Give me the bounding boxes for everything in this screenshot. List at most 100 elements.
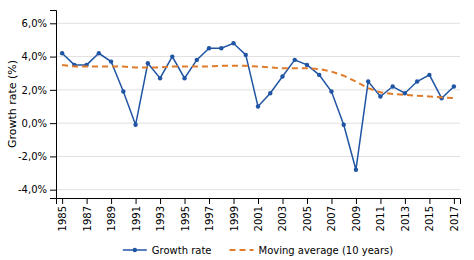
- x-tick-label: 2007: [326, 206, 337, 231]
- series-point: [182, 76, 186, 80]
- series-point: [366, 79, 370, 83]
- marks: [60, 41, 456, 172]
- x-tick-mark: [282, 198, 283, 204]
- x-tick-mark: [62, 198, 63, 204]
- series-point: [256, 104, 260, 108]
- y-tick: -4,0%: [18, 184, 56, 195]
- x-tick-mark: [136, 198, 137, 204]
- x-tick: 2007: [326, 198, 337, 231]
- x-tick-label: 1997: [204, 206, 215, 231]
- x-tick: 1999: [229, 198, 240, 231]
- x-tick-mark: [258, 198, 259, 204]
- x-tick-label: 1999: [229, 206, 240, 231]
- x-tick-mark: [87, 198, 88, 204]
- y-tick-mark: [50, 190, 56, 191]
- y-tick: 6,0%: [22, 18, 56, 29]
- grid-line-y: [56, 189, 460, 190]
- x-tick-label: 2011: [375, 206, 386, 231]
- chart: 1985198719891991199319951997199920012003…: [0, 0, 474, 260]
- x-tick-label: 1987: [82, 206, 93, 231]
- y-axis-title: Growth rate (%): [6, 60, 19, 148]
- x-tick: 2003: [277, 198, 288, 231]
- x-tick: 1995: [180, 198, 191, 231]
- x-tick-mark: [209, 198, 210, 204]
- x-tick-mark: [380, 198, 381, 204]
- series-point: [280, 74, 284, 78]
- y-tick: 4,0%: [22, 51, 56, 62]
- grid-line-y: [56, 123, 460, 124]
- series-point: [244, 53, 248, 57]
- x-tick-label: 2017: [449, 206, 460, 231]
- series-point: [219, 46, 223, 50]
- x-tick-mark: [405, 198, 406, 204]
- y-tick-mark: [50, 23, 56, 24]
- legend-swatch-marker: [133, 248, 137, 252]
- y-axis-line: [50, 11, 57, 199]
- y-tick-label: -2,0%: [18, 151, 47, 162]
- series-point: [317, 73, 321, 77]
- legend-label: Growth rate: [152, 245, 212, 256]
- y-tick-label: 2,0%: [22, 85, 47, 96]
- x-tick: 1991: [131, 198, 142, 231]
- x-tick-mark: [454, 198, 455, 204]
- x-tick-mark: [429, 198, 430, 204]
- series-point: [133, 123, 137, 127]
- x-axis: 1985198719891991199319951997199920012003…: [57, 198, 461, 231]
- y-tick-label: 4,0%: [22, 51, 47, 62]
- series-point: [427, 73, 431, 77]
- x-tick-label: 2013: [400, 206, 411, 231]
- y-tick-mark: [50, 57, 56, 58]
- x-tick: 2015: [424, 198, 435, 231]
- series-point: [97, 51, 101, 55]
- x-tick: 2001: [253, 198, 264, 231]
- y-tick: 2,0%: [22, 85, 56, 96]
- x-tick-mark: [160, 198, 161, 204]
- legend-item: Growth rate: [123, 245, 212, 256]
- y-tick: 0,0%: [22, 118, 56, 129]
- series-point: [293, 58, 297, 62]
- x-tick-label: 2005: [302, 206, 313, 231]
- y-tick-mark: [50, 123, 56, 124]
- x-tick-label: 1993: [155, 206, 166, 231]
- x-tick: 2017: [449, 198, 460, 231]
- series-point: [452, 84, 456, 88]
- legend-label: Moving average (10 years): [259, 245, 394, 256]
- series-point: [170, 54, 174, 58]
- series-point: [195, 58, 199, 62]
- series-line: [62, 43, 454, 169]
- x-axis-line: [57, 199, 461, 205]
- y-tick-label: 6,0%: [22, 18, 47, 29]
- grid: [56, 23, 460, 189]
- x-tick-mark: [331, 198, 332, 204]
- x-tick-mark: [234, 198, 235, 204]
- y-tick-label: -4,0%: [18, 184, 47, 195]
- x-tick-mark: [111, 198, 112, 204]
- legend-swatch: [230, 249, 254, 251]
- x-tick: 1993: [155, 198, 166, 231]
- x-tick-mark: [185, 198, 186, 204]
- series-point: [329, 89, 333, 93]
- y-tick: -2,0%: [18, 151, 56, 162]
- series-point: [158, 76, 162, 80]
- legend-item: Moving average (10 years): [230, 245, 394, 256]
- y-tick-mark: [50, 156, 56, 157]
- x-tick: 2005: [302, 198, 313, 231]
- y-tick-label: 0,0%: [22, 118, 47, 129]
- y-tick-mark: [50, 90, 56, 91]
- series-point: [403, 91, 407, 95]
- series-point: [268, 91, 272, 95]
- x-tick-label: 2001: [253, 206, 264, 231]
- grid-line-y: [56, 56, 460, 57]
- series-point: [121, 89, 125, 93]
- x-tick-label: 1985: [57, 206, 68, 231]
- series-point: [378, 94, 382, 98]
- x-tick: 1987: [82, 198, 93, 231]
- series-point: [305, 63, 309, 67]
- plot: 1985198719891991199319951997199920012003…: [18, 11, 461, 232]
- x-tick: 2009: [351, 198, 362, 231]
- series-point: [415, 79, 419, 83]
- series-point: [207, 46, 211, 50]
- y-axis: -4,0% -2,0% 0,0% 2,0% 4,0% 6,0%: [18, 11, 57, 199]
- x-tick: 2013: [400, 198, 411, 231]
- x-tick: 1997: [204, 198, 215, 231]
